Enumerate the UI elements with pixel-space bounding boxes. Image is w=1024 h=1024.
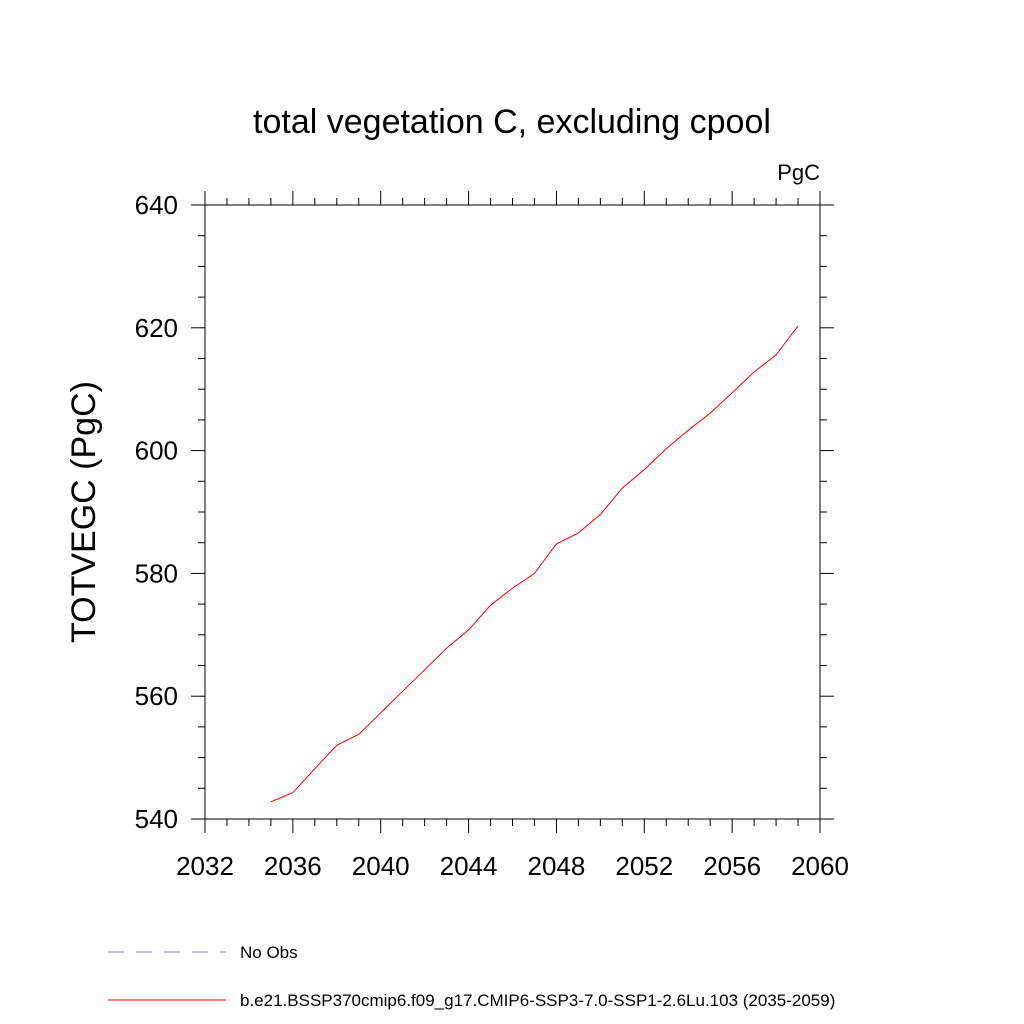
units-label: PgC — [777, 160, 820, 185]
series-lines — [270, 325, 799, 803]
y-tick-label: 580 — [135, 558, 178, 588]
legend-label: b.e21.BSSP370cmip6.f09_g17.CMIP6-SSP3-7.… — [240, 991, 835, 1010]
y-tick-label: 620 — [135, 313, 178, 343]
y-tick-label: 560 — [135, 681, 178, 711]
x-tick-label: 2032 — [176, 851, 234, 881]
legend-label: No Obs — [240, 943, 298, 962]
x-tick-label: 2048 — [528, 851, 586, 881]
x-tick-label: 2060 — [791, 851, 849, 881]
x-tick-labels: 2032 2036 2040 2044 2048 2052 2056 2060 — [176, 851, 849, 881]
x-tick-label: 2040 — [352, 851, 410, 881]
tick-marks — [191, 191, 834, 833]
plot-frame — [204, 204, 821, 820]
x-tick-label: 2056 — [703, 851, 761, 881]
y-tick-label: 600 — [135, 436, 178, 466]
series-line — [270, 325, 799, 803]
y-tick-label: 640 — [135, 190, 178, 220]
y-tick-label: 540 — [135, 804, 178, 834]
legend: No Obs b.e21.BSSP370cmip6.f09_g17.CMIP6-S… — [108, 943, 835, 1010]
x-tick-label: 2036 — [264, 851, 322, 881]
y-tick-labels: 540 560 580 600 620 640 — [135, 190, 178, 834]
axes — [204, 204, 821, 820]
x-tick-label: 2052 — [615, 851, 673, 881]
chart-title: total vegetation C, excluding cpool — [253, 103, 771, 141]
x-tick-label: 2044 — [440, 851, 498, 881]
y-axis-label: TOTVEGC (PgC) — [65, 381, 103, 643]
